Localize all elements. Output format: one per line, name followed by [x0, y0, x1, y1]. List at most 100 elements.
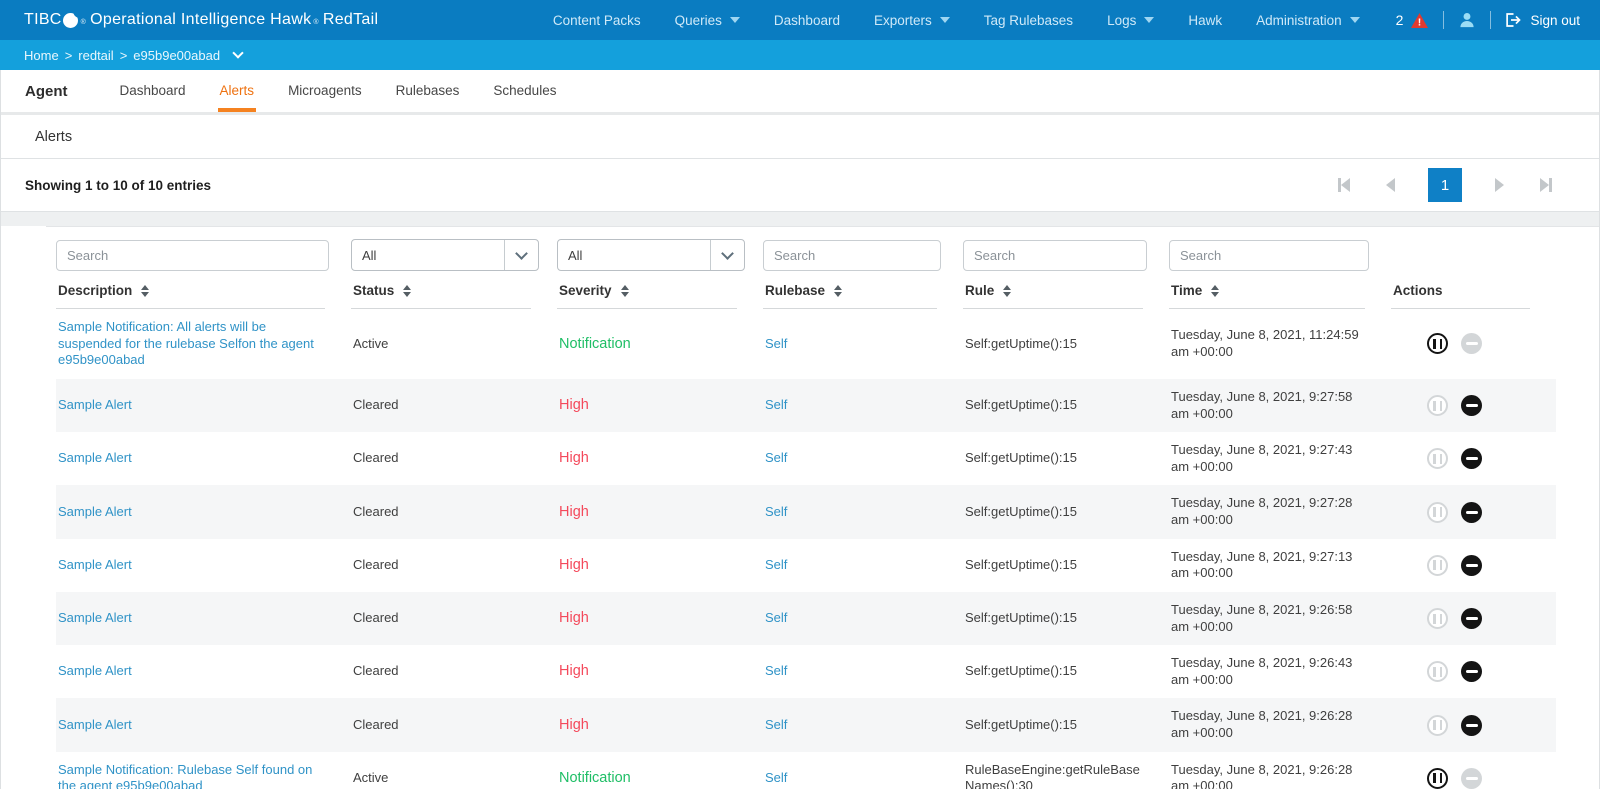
- alert-description-link[interactable]: Sample Alert: [58, 663, 132, 679]
- alert-description-link[interactable]: Sample Alert: [58, 716, 132, 732]
- rulebase-link[interactable]: Self: [765, 716, 788, 732]
- divider-strip: [1, 112, 1599, 115]
- breadcrumb-bar: Home > redtail > e95b9e00abad: [0, 40, 1600, 70]
- breadcrumb-item[interactable]: Home: [24, 47, 59, 63]
- suspend-alert-button[interactable]: [1427, 714, 1448, 736]
- clear-alert-button[interactable]: [1461, 448, 1482, 470]
- rule-search-input[interactable]: [963, 239, 1147, 271]
- chevron-down-icon: [1144, 17, 1155, 23]
- alert-description-link[interactable]: Sample Notification: Rulebase Self found…: [58, 761, 313, 789]
- alert-description-link[interactable]: Sample Alert: [58, 610, 132, 626]
- breadcrumb-item[interactable]: redtail: [78, 47, 114, 63]
- alerts-table: All All: [56, 239, 1556, 789]
- clear-alert-button[interactable]: [1461, 501, 1482, 523]
- rulebase-link[interactable]: Self: [765, 610, 788, 626]
- navbar-divider-2: [1490, 11, 1492, 29]
- alert-rule: Self:getUptime():15: [965, 397, 1077, 413]
- time-search-input[interactable]: [1169, 239, 1369, 271]
- sort-rule-button[interactable]: [1003, 284, 1012, 297]
- sort-time-button[interactable]: [1211, 284, 1220, 297]
- clear-alert-button[interactable]: [1461, 608, 1482, 629]
- signout-icon: [1506, 13, 1522, 27]
- suspend-alert-button[interactable]: [1427, 608, 1448, 629]
- rulebase-link[interactable]: Self: [765, 769, 788, 785]
- rulebase-link[interactable]: Self: [765, 397, 788, 413]
- nav-item-label: Dashboard: [773, 12, 840, 28]
- alert-status: Cleared: [353, 663, 399, 679]
- suspend-alert-button[interactable]: [1427, 448, 1448, 470]
- rulebase-search-input[interactable]: [763, 239, 941, 271]
- tab-rulebases[interactable]: Rulebases: [395, 83, 460, 98]
- tab-microagents[interactable]: Microagents: [288, 83, 362, 98]
- alert-severity: High: [559, 397, 589, 414]
- nav-item-content-packs[interactable]: Content Packs: [553, 13, 641, 28]
- minus-circle-icon: [1461, 554, 1482, 576]
- brand-product: RedTail: [322, 11, 379, 28]
- alerts-table-body: Sample Notification: All alerts will be …: [56, 309, 1556, 789]
- tab-alerts[interactable]: Alerts: [217, 83, 257, 112]
- alert-description-link[interactable]: Sample Alert: [58, 556, 132, 572]
- alert-description-link[interactable]: Sample Notification: All alerts will be …: [58, 319, 314, 368]
- rulebase-link[interactable]: Self: [765, 335, 788, 351]
- last-page-button[interactable]: [1537, 175, 1555, 195]
- next-page-button[interactable]: [1492, 175, 1507, 195]
- status-filter-select[interactable]: All: [351, 239, 539, 271]
- nav-item-label: Hawk: [1188, 12, 1223, 28]
- chevron-down-icon: [939, 17, 950, 23]
- column-header-severity: Severity: [559, 283, 612, 298]
- nav-item-logs[interactable]: Logs: [1107, 13, 1155, 28]
- clear-alert-button[interactable]: [1461, 767, 1482, 789]
- suspend-alert-button[interactable]: [1427, 661, 1448, 683]
- alert-description-link[interactable]: Sample Alert: [58, 503, 132, 519]
- severity-filter-select[interactable]: All: [557, 239, 745, 271]
- current-page-button[interactable]: 1: [1428, 168, 1462, 202]
- suspend-alert-button[interactable]: [1427, 501, 1448, 523]
- breadcrumb-chevron-down-icon[interactable]: [232, 47, 244, 59]
- suspend-alert-button[interactable]: [1427, 554, 1448, 576]
- registered-mark-2: ®: [313, 18, 319, 26]
- tab-schedules[interactable]: Schedules: [493, 83, 557, 98]
- nav-item-hawk[interactable]: Hawk: [1188, 13, 1222, 28]
- alert-severity: Notification: [559, 769, 631, 786]
- suspend-alert-button[interactable]: [1427, 333, 1448, 355]
- description-search-input[interactable]: [56, 239, 329, 271]
- alert-description-link[interactable]: Sample Alert: [58, 397, 132, 413]
- pause-icon: [1427, 333, 1448, 355]
- severity-filter-value: All: [568, 247, 583, 263]
- clear-alert-button[interactable]: [1461, 554, 1482, 576]
- sort-description-button[interactable]: [141, 284, 150, 297]
- suspend-alert-button[interactable]: [1427, 395, 1448, 416]
- suspend-alert-button[interactable]: [1427, 767, 1448, 789]
- alert-count-badge[interactable]: 2 !: [1396, 12, 1430, 29]
- tab-dashboard[interactable]: Dashboard: [119, 83, 186, 98]
- nav-item-exporters[interactable]: Exporters: [874, 13, 950, 28]
- clear-alert-button[interactable]: [1461, 395, 1482, 416]
- rulebase-link[interactable]: Self: [765, 450, 788, 466]
- alert-status: Cleared: [353, 716, 399, 732]
- clear-alert-button[interactable]: [1461, 333, 1482, 355]
- user-profile-icon[interactable]: [1458, 11, 1476, 29]
- alert-time: Tuesday, June 8, 2021, 11:24:59 am +00:0…: [1171, 327, 1359, 359]
- clear-alert-button[interactable]: [1461, 661, 1482, 683]
- sort-severity-button[interactable]: [620, 284, 629, 297]
- rulebase-link[interactable]: Self: [765, 663, 788, 679]
- signout-button[interactable]: Sign out: [1505, 12, 1580, 28]
- rulebase-link[interactable]: Self: [765, 503, 788, 519]
- alert-description-link[interactable]: Sample Alert: [58, 450, 132, 466]
- sort-rulebase-button[interactable]: [834, 284, 843, 297]
- clear-alert-button[interactable]: [1461, 714, 1482, 736]
- previous-page-button[interactable]: [1383, 175, 1398, 195]
- rulebase-link[interactable]: Self: [765, 556, 788, 572]
- alert-rule: Self:getUptime():15: [965, 663, 1077, 679]
- pause-icon: [1427, 767, 1448, 789]
- first-page-button[interactable]: [1335, 175, 1353, 195]
- section-gap: [1, 212, 1599, 226]
- nav-item-administration[interactable]: Administration: [1256, 13, 1360, 28]
- nav-item-tag-rulebases[interactable]: Tag Rulebases: [984, 13, 1073, 28]
- last-page-icon: [1549, 178, 1552, 192]
- nav-item-dashboard[interactable]: Dashboard: [774, 13, 840, 28]
- nav-item-queries[interactable]: Queries: [675, 13, 740, 28]
- sort-status-button[interactable]: [403, 284, 412, 297]
- previous-page-icon: [1386, 178, 1395, 192]
- pause-icon: [1427, 448, 1448, 470]
